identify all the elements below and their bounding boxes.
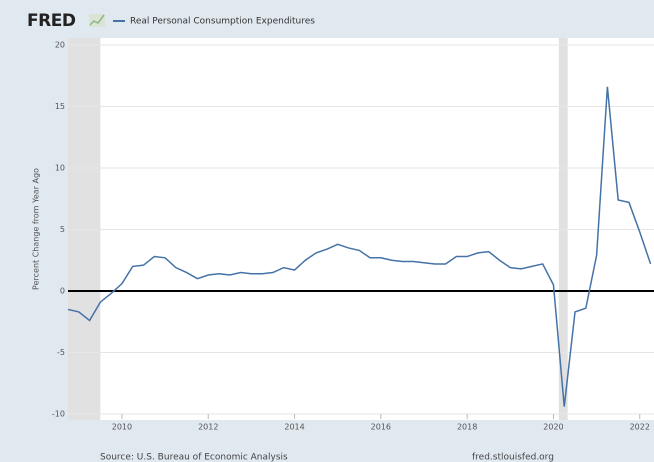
x-tick-label: 2012	[198, 423, 218, 432]
y-tick-label: 15	[55, 102, 65, 111]
x-tick-label: 2020	[543, 423, 563, 432]
x-tick-label: 2016	[371, 423, 391, 432]
logo-icon	[89, 14, 105, 27]
y-tick-label: 0	[60, 287, 65, 296]
y-tick-label: -10	[52, 410, 65, 419]
x-tick-label: 2010	[112, 423, 132, 432]
x-tick-label: 2014	[284, 423, 304, 432]
y-tick-label: 5	[60, 225, 65, 234]
x-tick-label: 2018	[457, 423, 477, 432]
y-axis-label: Percent Change from Year Ago	[32, 168, 41, 290]
data-line	[67, 86, 652, 407]
source: Source: U.S. Bureau of Economic Analysis	[100, 453, 288, 462]
x-tick-label: 2022	[630, 423, 650, 432]
site: fred.stlouisfed.org	[472, 453, 554, 462]
legend-label: Real Personal Consumption Expenditures	[130, 17, 315, 27]
y-tick-label: 20	[55, 41, 65, 50]
y-tick-label: 10	[55, 164, 65, 173]
logo: FRED	[27, 11, 76, 31]
y-tick-label: -5	[57, 348, 65, 357]
